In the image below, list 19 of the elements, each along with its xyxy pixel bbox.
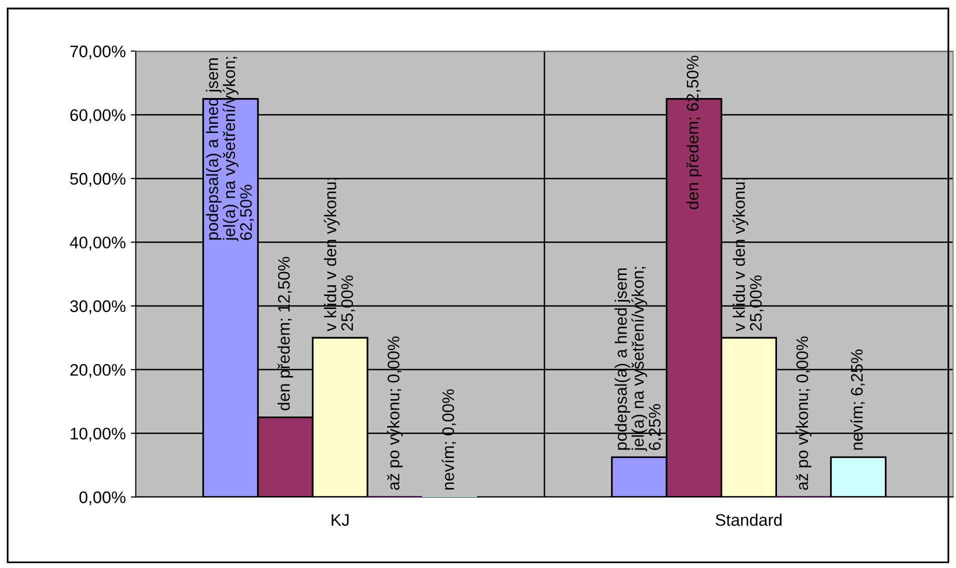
y-tick-label: 20,00% — [70, 364, 126, 378]
x-tick-label: KJ — [332, 514, 349, 526]
data-label: nevím; 0,00% — [442, 389, 456, 490]
y-tick-label: 10,00% — [70, 428, 126, 442]
data-label: podepsal(a) a hned jsem jel(a) na vyšetření/výkon; 6,25% — [614, 267, 663, 452]
data-label: až po výkonu; 0,00% — [796, 336, 812, 490]
data-label: v klidu v den výkonu; 25,00% — [324, 178, 356, 332]
y-tick-label: 40,00% — [70, 236, 126, 250]
y-tick-label: 30,00% — [70, 300, 126, 314]
data-label: den předem; 12,50% — [278, 256, 294, 410]
y-tick-label: 50,00% — [70, 172, 126, 187]
data-label: nevím; 6,25% — [850, 350, 865, 450]
y-tick-label: 70,00% — [70, 46, 126, 60]
data-label: v klidu v den výkonu; 25,00% — [732, 178, 764, 332]
x-tick-label: Standard — [716, 514, 782, 526]
data-label: den předem; 62,50% — [686, 56, 702, 210]
data-label: až po výkonu; 0,00% — [386, 336, 403, 490]
y-tick-label: 0,00% — [79, 491, 126, 506]
y-tick-label: 60,00% — [70, 109, 126, 123]
